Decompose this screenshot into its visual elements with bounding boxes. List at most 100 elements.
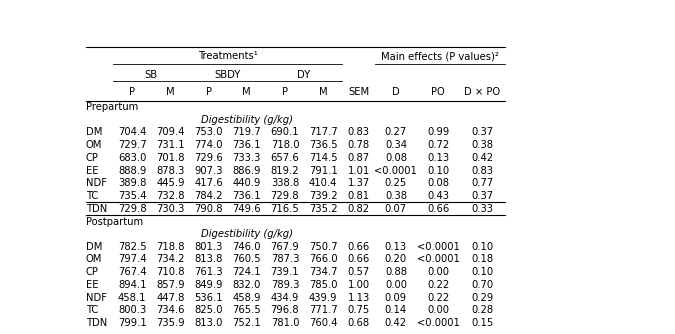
Text: TDN: TDN (86, 318, 107, 328)
Text: 797.4: 797.4 (118, 255, 146, 265)
Text: 729.8: 729.8 (271, 191, 299, 201)
Text: CP: CP (86, 267, 99, 277)
Text: 0.99: 0.99 (427, 127, 449, 137)
Text: 0.07: 0.07 (385, 204, 407, 214)
Text: 0.10: 0.10 (427, 166, 449, 176)
Text: 765.5: 765.5 (232, 305, 261, 315)
Text: 739.2: 739.2 (309, 191, 338, 201)
Text: 445.9: 445.9 (156, 178, 185, 188)
Text: M: M (319, 87, 327, 97)
Text: DM: DM (86, 127, 103, 137)
Text: 0.18: 0.18 (471, 255, 493, 265)
Text: 724.1: 724.1 (232, 267, 261, 277)
Text: 0.00: 0.00 (427, 267, 449, 277)
Text: 733.3: 733.3 (233, 153, 261, 163)
Text: 0.38: 0.38 (385, 191, 407, 201)
Text: 718.8: 718.8 (156, 242, 185, 252)
Text: 857.9: 857.9 (156, 280, 185, 290)
Text: 440.9: 440.9 (233, 178, 261, 188)
Text: 0.29: 0.29 (471, 293, 493, 303)
Text: 894.1: 894.1 (118, 280, 146, 290)
Text: 0.08: 0.08 (385, 153, 407, 163)
Text: 796.8: 796.8 (271, 305, 299, 315)
Text: 0.15: 0.15 (471, 318, 493, 328)
Text: PO: PO (431, 87, 445, 97)
Text: 888.9: 888.9 (118, 166, 146, 176)
Text: 787.3: 787.3 (271, 255, 299, 265)
Text: 734.7: 734.7 (309, 267, 338, 277)
Text: 439.9: 439.9 (309, 293, 338, 303)
Text: 732.8: 732.8 (156, 191, 185, 201)
Text: 0.33: 0.33 (471, 204, 493, 214)
Text: 739.1: 739.1 (271, 267, 299, 277)
Text: 447.8: 447.8 (156, 293, 185, 303)
Text: D: D (392, 87, 400, 97)
Text: 766.0: 766.0 (309, 255, 338, 265)
Text: 799.1: 799.1 (118, 318, 146, 328)
Text: SEM: SEM (348, 87, 369, 97)
Text: P: P (129, 87, 135, 97)
Text: M: M (166, 87, 175, 97)
Text: 819.2: 819.2 (271, 166, 299, 176)
Text: 782.5: 782.5 (118, 242, 146, 252)
Text: 730.3: 730.3 (156, 204, 185, 214)
Text: P: P (282, 87, 288, 97)
Text: Postpartum: Postpartum (86, 216, 143, 226)
Text: 683.0: 683.0 (118, 153, 146, 163)
Text: <0.0001: <0.0001 (375, 166, 417, 176)
Text: 736.1: 736.1 (232, 140, 261, 150)
Text: EE: EE (86, 166, 99, 176)
Text: NDF: NDF (86, 293, 107, 303)
Text: 458.9: 458.9 (233, 293, 261, 303)
Text: SB: SB (144, 69, 158, 79)
Text: 832.0: 832.0 (233, 280, 261, 290)
Text: CP: CP (86, 153, 99, 163)
Text: TDN: TDN (86, 204, 107, 214)
Text: 753.0: 753.0 (194, 127, 223, 137)
Text: 0.22: 0.22 (427, 280, 449, 290)
Text: 0.13: 0.13 (427, 153, 449, 163)
Text: NDF: NDF (86, 178, 107, 188)
Text: 0.66: 0.66 (348, 255, 370, 265)
Text: TC: TC (86, 305, 98, 315)
Text: 760.5: 760.5 (232, 255, 261, 265)
Text: 0.82: 0.82 (348, 204, 370, 214)
Text: 338.8: 338.8 (271, 178, 299, 188)
Text: 458.1: 458.1 (118, 293, 146, 303)
Text: 0.34: 0.34 (385, 140, 407, 150)
Text: 0.72: 0.72 (427, 140, 449, 150)
Text: 0.75: 0.75 (348, 305, 370, 315)
Text: 907.3: 907.3 (194, 166, 223, 176)
Text: 735.9: 735.9 (156, 318, 185, 328)
Text: 735.2: 735.2 (309, 204, 338, 214)
Text: OM: OM (86, 255, 103, 265)
Text: 710.8: 710.8 (156, 267, 185, 277)
Text: 813.0: 813.0 (194, 318, 223, 328)
Text: 784.2: 784.2 (194, 191, 223, 201)
Text: 0.38: 0.38 (471, 140, 493, 150)
Text: 0.57: 0.57 (348, 267, 370, 277)
Text: 1.01: 1.01 (348, 166, 370, 176)
Text: 0.22: 0.22 (427, 293, 449, 303)
Text: 410.4: 410.4 (309, 178, 338, 188)
Text: 734.2: 734.2 (156, 255, 185, 265)
Text: 0.83: 0.83 (471, 166, 493, 176)
Text: 760.4: 760.4 (309, 318, 338, 328)
Text: 729.7: 729.7 (118, 140, 146, 150)
Text: 1.37: 1.37 (348, 178, 370, 188)
Text: 0.13: 0.13 (385, 242, 407, 252)
Text: 0.37: 0.37 (471, 127, 493, 137)
Text: 0.78: 0.78 (348, 140, 370, 150)
Text: 731.1: 731.1 (156, 140, 185, 150)
Text: 716.5: 716.5 (271, 204, 300, 214)
Text: 704.4: 704.4 (118, 127, 146, 137)
Text: 761.3: 761.3 (194, 267, 223, 277)
Text: 0.10: 0.10 (471, 242, 493, 252)
Text: 417.6: 417.6 (194, 178, 223, 188)
Text: 709.4: 709.4 (156, 127, 185, 137)
Text: 0.81: 0.81 (348, 191, 370, 201)
Text: M: M (242, 87, 251, 97)
Text: 0.09: 0.09 (385, 293, 407, 303)
Text: 0.83: 0.83 (348, 127, 370, 137)
Text: Main effects (P values)²: Main effects (P values)² (381, 51, 500, 61)
